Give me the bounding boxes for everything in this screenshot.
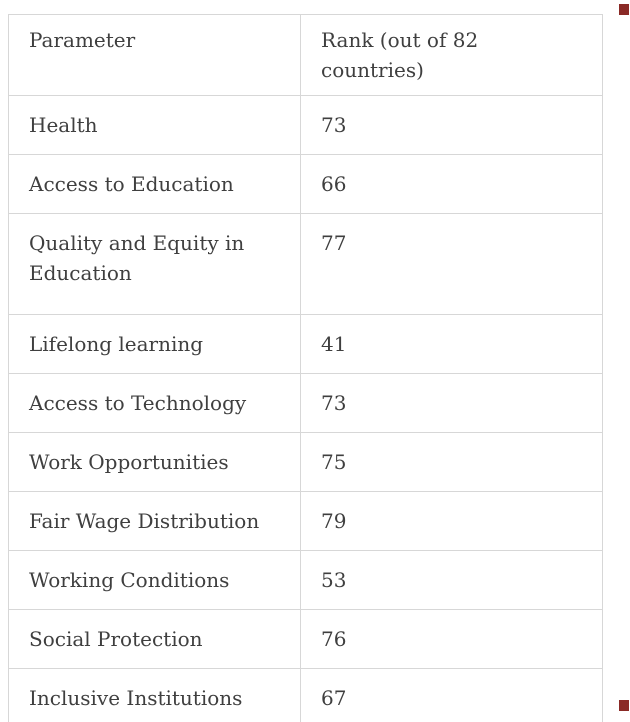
table-row: Inclusive Institutions 67 bbox=[8, 668, 603, 722]
cell-rank: 75 bbox=[300, 432, 603, 492]
cell-rank: 73 bbox=[300, 373, 603, 433]
cell-parameter: Health bbox=[8, 95, 301, 155]
table-row: Work Opportunities 75 bbox=[8, 432, 603, 492]
cell-parameter: Working Conditions bbox=[8, 550, 301, 610]
cell-parameter: Access to Education bbox=[8, 154, 301, 214]
table-row: Access to Education 66 bbox=[8, 154, 603, 214]
cell-rank: 67 bbox=[300, 668, 603, 722]
cell-rank: 77 bbox=[300, 213, 603, 315]
cell-rank: 66 bbox=[300, 154, 603, 214]
cell-parameter: Fair Wage Distribution bbox=[8, 491, 301, 551]
table-row: Health 73 bbox=[8, 95, 603, 155]
column-header-parameter: Parameter bbox=[8, 14, 301, 96]
scroll-down-arrow-fragment[interactable] bbox=[619, 700, 629, 711]
table-header-row: Parameter Rank (out of 82 countries) bbox=[8, 14, 603, 96]
cell-parameter: Inclusive Institutions bbox=[8, 668, 301, 722]
table-row: Fair Wage Distribution 79 bbox=[8, 491, 603, 551]
cell-parameter: Social Protection bbox=[8, 609, 301, 669]
cell-parameter: Lifelong learning bbox=[8, 314, 301, 374]
table-row: Lifelong learning 41 bbox=[8, 314, 603, 374]
cell-rank: 53 bbox=[300, 550, 603, 610]
column-header-rank: Rank (out of 82 countries) bbox=[300, 14, 603, 96]
rank-table: Parameter Rank (out of 82 countries) Hea… bbox=[8, 14, 603, 722]
cell-rank: 76 bbox=[300, 609, 603, 669]
table-row: Working Conditions 53 bbox=[8, 550, 603, 610]
cell-rank: 73 bbox=[300, 95, 603, 155]
table-row: Quality and Equity in Education 77 bbox=[8, 213, 603, 315]
scroll-up-arrow-fragment[interactable] bbox=[619, 4, 629, 15]
table-row: Access to Technology 73 bbox=[8, 373, 603, 433]
cell-rank: 41 bbox=[300, 314, 603, 374]
cell-parameter: Quality and Equity in Education bbox=[8, 213, 301, 315]
cell-parameter: Work Opportunities bbox=[8, 432, 301, 492]
cell-rank: 79 bbox=[300, 491, 603, 551]
cell-parameter: Access to Technology bbox=[8, 373, 301, 433]
table-row: Social Protection 76 bbox=[8, 609, 603, 669]
